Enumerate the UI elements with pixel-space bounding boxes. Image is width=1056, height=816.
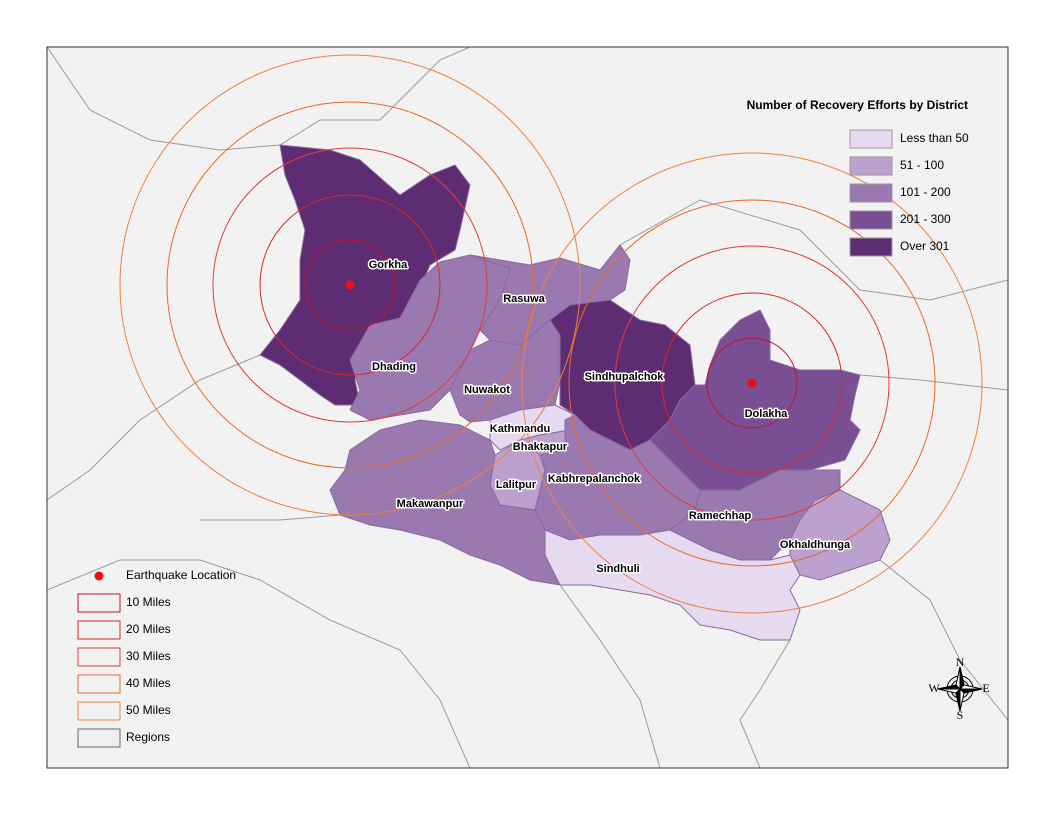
district-label: Sindhupalchok [585,371,665,383]
map-frame [46,46,1009,769]
legend-label: 101 - 200 [900,185,951,199]
distance-ring [521,152,983,614]
legend-swatch [77,647,121,667]
distance-ring [259,194,441,376]
legend-swatch [77,728,121,748]
district-label: Sindhuli [596,563,639,575]
legend-swatch [849,129,893,149]
legend-label: 20 Miles [126,622,171,636]
district-label: Bhaktapur [513,441,568,453]
legend-swatch [77,701,121,721]
legend-earthquake-symbol [94,571,104,581]
overlay: Gorkha Dhading Rasuwa Nuwakot Sindhupalchok D… [345,257,853,576]
legend-label: 50 Miles [126,703,171,717]
distance-ring [212,147,488,423]
legend-label: 30 Miles [126,649,171,663]
legend-label: Regions [126,730,170,744]
legend-swatch [77,620,121,640]
legend-swatch [77,593,121,613]
region-borders [47,47,1008,768]
compass-s: S [957,708,964,722]
district-label: Makawanpur [397,498,464,510]
rings [119,54,983,614]
district-label: Ramechhap [689,510,752,522]
distance-ring [614,245,890,521]
map-title: Number of Recovery Efforts by District [747,98,968,112]
legend-label: Less than 50 [900,131,969,145]
district-label: Kathmandu [490,423,551,435]
legend-label: 40 Miles [126,676,171,690]
district-shape [789,489,891,581]
district-label: Lalitpur [496,479,537,491]
compass-e: E [982,681,989,695]
legend-label: 201 - 300 [900,212,951,226]
districts [259,144,891,641]
distance-ring [568,199,936,567]
compass-n: N [956,655,965,669]
earthquake-point [747,378,757,388]
legend-swatch [849,237,893,257]
district-label: Dhading [372,361,416,373]
district-label: Dolakha [745,408,789,420]
distance-ring [661,292,843,474]
legend-label: Over 301 [900,239,950,253]
legend-swatch [849,156,893,176]
district-label: Okhaldhunga [780,539,851,551]
distance-ring [706,337,798,429]
district-label: Gorkha [369,259,408,271]
compass-w: W [928,681,940,695]
earthquake-point [345,280,355,290]
compass [937,666,983,712]
legend-label: 10 Miles [126,595,171,609]
distance-ring [166,101,534,469]
distance-ring [304,239,396,331]
legend-label: Earthquake Location [126,568,236,582]
district-label: Kabhrepalanchok [548,473,641,485]
legend-swatch [849,210,893,230]
legend-swatch [77,674,121,694]
legend-label: 51 - 100 [900,158,944,172]
district-label: Nuwakot [464,384,510,396]
district-label: Rasuwa [503,293,545,305]
legend-swatch [849,183,893,203]
distance-ring [119,54,581,516]
